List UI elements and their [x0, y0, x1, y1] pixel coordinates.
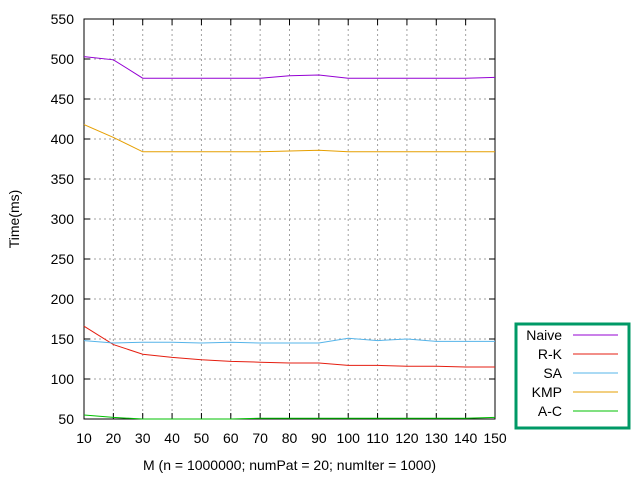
- x-tick-label: 130: [425, 430, 449, 446]
- x-tick-label: 100: [337, 430, 361, 446]
- y-tick-label: 400: [51, 131, 75, 147]
- x-tick-label: 10: [76, 430, 92, 446]
- axis-ticks: 50 100 150 200 250 300 350 400 450 500 550 10 20 30 40…: [51, 11, 507, 446]
- y-tick-label: 500: [51, 51, 75, 67]
- series-line-a-c: [83, 414, 496, 420]
- legend-label: R-K: [538, 346, 563, 362]
- x-tick-label: 40: [164, 430, 180, 446]
- y-tick-label: 550: [51, 11, 75, 27]
- legend-label: SA: [543, 365, 562, 381]
- x-tick-label: 140: [454, 430, 478, 446]
- x-tick-label: 150: [483, 430, 507, 446]
- legend-label: Naive: [526, 327, 562, 343]
- legend: Naive R-K SA KMP A-C: [514, 322, 631, 430]
- series-line-kmp: [83, 124, 495, 153]
- series-lines: [83, 56, 496, 420]
- x-tick-label: 110: [366, 430, 389, 446]
- legend-label: KMP: [532, 384, 562, 400]
- y-tick-label: 450: [51, 91, 75, 107]
- x-tick-label: 60: [223, 430, 239, 446]
- x-tick-label: 50: [194, 430, 210, 446]
- y-tick-label: 350: [51, 171, 75, 187]
- series-line-sa: [83, 337, 495, 344]
- y-tick-label: 100: [51, 371, 75, 387]
- series-line-r-k: [83, 325, 495, 368]
- x-tick-label: 70: [252, 430, 268, 446]
- x-tick-label: 30: [135, 430, 151, 446]
- y-axis-title: Time(ms): [6, 190, 22, 249]
- x-tick-label: 120: [395, 430, 419, 446]
- x-axis-title: M (n = 1000000; numPat = 20; numIter = 1…: [143, 457, 436, 473]
- y-tick-label: 200: [51, 291, 75, 307]
- y-tick-label: 250: [51, 251, 75, 267]
- y-tick-label: 50: [58, 411, 74, 427]
- x-tick-label: 80: [282, 430, 298, 446]
- series-line-naive: [83, 56, 496, 79]
- x-tick-label: 20: [106, 430, 122, 446]
- legend-label: A-C: [538, 403, 562, 419]
- x-tick-label: 90: [311, 430, 327, 446]
- y-tick-label: 150: [51, 331, 75, 347]
- y-tick-label: 300: [51, 211, 75, 227]
- grid-lines: [84, 19, 495, 419]
